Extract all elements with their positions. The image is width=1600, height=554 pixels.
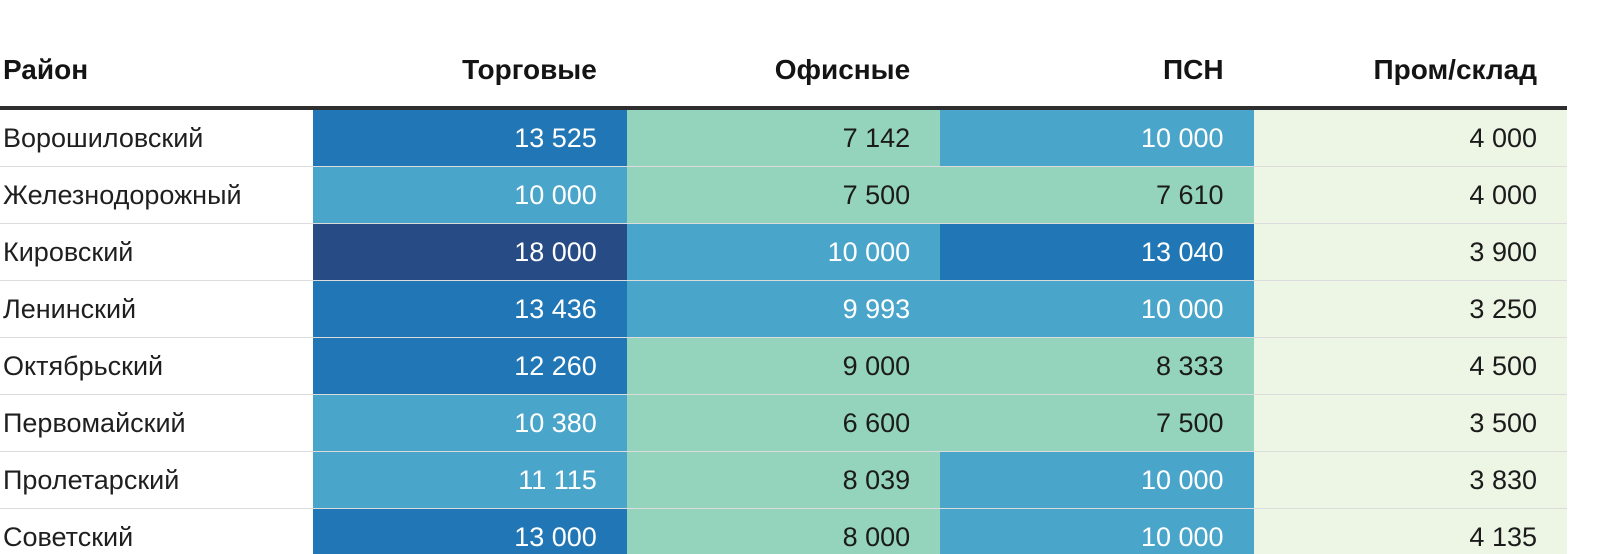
value-cell: 10 000 xyxy=(940,508,1254,554)
value-cell: 8 333 xyxy=(940,337,1254,395)
table-body: Ворошиловский 13 525 7 142 10 000 4 000 Желез… xyxy=(0,108,1567,554)
district-label: Первомайский xyxy=(0,394,314,452)
value-cell: 6 600 xyxy=(626,394,941,452)
column-header-retail: Торговые xyxy=(313,0,627,110)
column-header-psn: ПСН xyxy=(940,0,1254,110)
district-label: Железнодорожный xyxy=(0,166,314,224)
value-cell: 10 000 xyxy=(940,280,1254,338)
value-cell: 13 525 xyxy=(313,108,627,167)
value-cell: 9 993 xyxy=(626,280,941,338)
value-cell: 11 115 xyxy=(313,451,627,509)
table-row: Ворошиловский 13 525 7 142 10 000 4 000 xyxy=(0,108,1567,167)
value-cell: 10 380 xyxy=(313,394,627,452)
district-label: Октябрьский xyxy=(0,337,314,395)
district-label: Пролетарский xyxy=(0,451,314,509)
value-cell: 18 000 xyxy=(313,223,627,281)
value-cell: 10 000 xyxy=(313,166,627,224)
table-row: Первомайский 10 380 6 600 7 500 3 500 xyxy=(0,394,1567,452)
value-cell: 10 000 xyxy=(940,108,1254,167)
value-cell: 3 830 xyxy=(1253,451,1567,509)
value-cell: 12 260 xyxy=(313,337,627,395)
value-cell: 4 135 xyxy=(1253,508,1567,554)
value-cell: 3 900 xyxy=(1253,223,1567,281)
district-label: Ленинский xyxy=(0,280,314,338)
value-cell: 7 610 xyxy=(940,166,1254,224)
value-cell: 10 000 xyxy=(626,223,941,281)
district-label: Советский xyxy=(0,508,314,554)
column-header-district: Район xyxy=(0,0,314,110)
district-label: Ворошиловский xyxy=(0,108,314,167)
table-row: Октябрьский 12 260 9 000 8 333 4 500 xyxy=(0,337,1567,395)
column-header-office: Офисные xyxy=(626,0,941,110)
value-cell: 8 000 xyxy=(626,508,941,554)
value-cell: 10 000 xyxy=(940,451,1254,509)
value-cell: 3 500 xyxy=(1253,394,1567,452)
value-cell: 7 142 xyxy=(626,108,941,167)
table-row: Ленинский 13 436 9 993 10 000 3 250 xyxy=(0,280,1567,338)
district-label: Кировский xyxy=(0,223,314,281)
value-cell: 13 436 xyxy=(313,280,627,338)
table-row: Железнодорожный 10 000 7 500 7 610 4 000 xyxy=(0,166,1567,224)
value-cell: 4 500 xyxy=(1253,337,1567,395)
value-cell: 9 000 xyxy=(626,337,941,395)
table-row: Пролетарский 11 115 8 039 10 000 3 830 xyxy=(0,451,1567,509)
value-cell: 8 039 xyxy=(626,451,941,509)
value-cell: 4 000 xyxy=(1253,166,1567,224)
district-price-table: Район Торговые Офисные ПСН Пром/склад Во… xyxy=(0,0,1567,554)
value-cell: 7 500 xyxy=(940,394,1254,452)
value-cell: 13 040 xyxy=(940,223,1254,281)
value-cell: 3 250 xyxy=(1253,280,1567,338)
column-header-industrial: Пром/склад xyxy=(1253,0,1567,110)
value-cell: 4 000 xyxy=(1253,108,1567,167)
table-row: Кировский 18 000 10 000 13 040 3 900 xyxy=(0,223,1567,281)
table-row: Советский 13 000 8 000 10 000 4 135 xyxy=(0,508,1567,554)
header-row: Район Торговые Офисные ПСН Пром/склад xyxy=(0,0,1567,110)
value-cell: 13 000 xyxy=(313,508,627,554)
value-cell: 7 500 xyxy=(626,166,941,224)
